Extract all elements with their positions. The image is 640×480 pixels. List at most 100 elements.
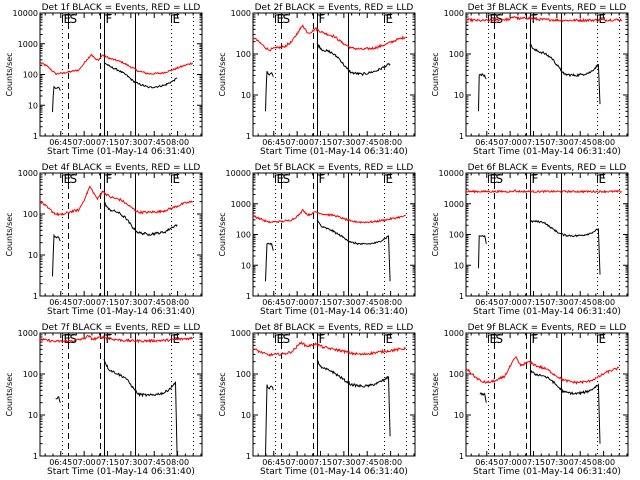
- series-events-line: [478, 73, 487, 112]
- series-events-line: [316, 359, 391, 437]
- marker-bracket: [62, 14, 69, 23]
- series-events-line: [479, 392, 487, 403]
- marker-label-s: S: [283, 12, 291, 26]
- x-tick-label: 06:45: [262, 458, 285, 467]
- marker-bracket: [281, 334, 288, 343]
- marker-label-f: F: [106, 12, 113, 26]
- y-tick-label: 1: [459, 452, 464, 461]
- x-tick-label: 07:45: [356, 138, 379, 147]
- panel-det-9f: Det 9f BLACK = Events, RED = LLD 1 10 100 10…: [431, 323, 629, 477]
- series-events-line: [265, 384, 274, 457]
- y-tick-label: 10: [454, 261, 464, 270]
- x-tick-label: 08:00: [379, 298, 402, 307]
- marker-bracket: [530, 174, 537, 183]
- x-tick-label: 07:15: [522, 458, 545, 467]
- x-tick-label: 07:30: [545, 458, 568, 467]
- x-tick-label: 07:00: [286, 298, 309, 307]
- panel-det-7f: Det 7f BLACK = Events, RED = LLD 1 10 100 10…: [5, 323, 203, 477]
- marker-label-e: E: [386, 12, 394, 26]
- series-events-line: [52, 233, 61, 277]
- x-tick-label: 08:00: [592, 138, 615, 147]
- marker-bracket: [171, 334, 178, 343]
- x-tick-label: 08:00: [379, 138, 402, 147]
- x-axis-label: Start Time (01-May-14 06:31:40): [260, 467, 408, 477]
- marker-label-s: S: [496, 172, 504, 186]
- marker-label-s: S: [283, 332, 291, 346]
- x-tick-label: 08:00: [592, 458, 615, 467]
- y-tick-label: 10: [454, 91, 464, 100]
- series-lld-line: [39, 334, 193, 344]
- marker-label-e: E: [490, 12, 498, 26]
- marker-bracket: [275, 14, 282, 23]
- y-tick-label: 1: [246, 452, 251, 461]
- marker-label-e: E: [490, 172, 498, 186]
- panel-det-6f: Det 6f BLACK = Events, RED = LLD 1 10 100 10…: [431, 163, 629, 317]
- y-tick-label: 1000: [18, 329, 38, 338]
- marker-label-s: S: [283, 172, 291, 186]
- marker-bracket: [597, 174, 604, 183]
- panel-title: Det 8f BLACK = Events, RED = LLD: [255, 323, 414, 333]
- series-lld-line: [39, 53, 194, 76]
- y-tick-label: 1: [459, 132, 464, 141]
- plot-frame: [252, 172, 416, 297]
- series-events-line: [265, 70, 274, 112]
- y-tick-label: 100: [236, 50, 251, 59]
- series-events-line: [478, 234, 487, 269]
- x-tick-label: 07:00: [73, 298, 96, 307]
- panel-det-5f: Det 5f BLACK = Events, RED = LLD 1 10 100 10…: [218, 163, 416, 317]
- marker-bracket: [597, 334, 604, 343]
- y-tick-label: 10: [241, 91, 251, 100]
- x-tick-label: 06:45: [475, 458, 498, 467]
- y-tick-label: 1000: [18, 40, 38, 49]
- plot-frame: [252, 332, 416, 457]
- y-axis-label: Counts/sec: [5, 212, 14, 256]
- panel-det-8f: Det 8f BLACK = Events, RED = LLD 1 10 100 10…: [218, 323, 416, 477]
- x-tick-label: 06:45: [475, 138, 498, 147]
- y-tick-label: 1: [33, 132, 38, 141]
- series-events-line: [103, 201, 178, 236]
- marker-bracket: [494, 14, 501, 23]
- marker-bracket: [281, 14, 288, 23]
- y-tick-label: 1000: [18, 169, 38, 178]
- plot-frame: [39, 172, 203, 297]
- series-events-line: [529, 370, 601, 444]
- y-tick-label: 10: [454, 411, 464, 420]
- marker-bracket: [104, 334, 111, 343]
- y-axis-label: Counts/sec: [218, 212, 227, 256]
- x-tick-label: 08:00: [166, 138, 189, 147]
- marker-label-e: E: [277, 172, 285, 186]
- x-axis-label: Start Time (01-May-14 06:31:40): [47, 307, 195, 317]
- series-lld-line: [252, 23, 406, 52]
- y-tick-label: 1000: [444, 329, 464, 338]
- series-lld-line: [39, 185, 193, 217]
- marker-label-e: E: [490, 332, 498, 346]
- y-tick-label: 10: [241, 411, 251, 420]
- x-axis-label: Start Time (01-May-14 06:31:40): [47, 147, 195, 157]
- marker-bracket: [384, 14, 391, 23]
- x-tick-label: 07:30: [332, 458, 355, 467]
- marker-bracket: [104, 174, 111, 183]
- x-tick-label: 07:15: [309, 298, 332, 307]
- x-tick-label: 07:45: [569, 458, 592, 467]
- marker-bracket: [494, 334, 501, 343]
- x-tick-label: 07:00: [73, 138, 96, 147]
- marker-bracket: [171, 14, 178, 23]
- series-events-line: [529, 44, 601, 105]
- y-tick-label: 10000: [226, 169, 251, 178]
- y-tick-label: 1: [33, 292, 38, 301]
- x-tick-label: 07:45: [356, 298, 379, 307]
- marker-label-e: E: [386, 172, 394, 186]
- x-tick-label: 07:00: [286, 138, 309, 147]
- marker-bracket: [488, 334, 495, 343]
- x-tick-label: 07:45: [356, 458, 379, 467]
- y-tick-label: 10: [28, 411, 38, 420]
- panel-title: Det 2f BLACK = Events, RED = LLD: [255, 3, 414, 13]
- y-axis-label: Counts/sec: [431, 212, 440, 256]
- x-tick-label: 06:45: [262, 298, 285, 307]
- x-tick-label: 07:30: [119, 458, 142, 467]
- y-tick-label: 1: [246, 132, 251, 141]
- x-tick-label: 07:00: [499, 298, 522, 307]
- plot-frame: [252, 12, 416, 137]
- y-tick-label: 1: [459, 292, 464, 301]
